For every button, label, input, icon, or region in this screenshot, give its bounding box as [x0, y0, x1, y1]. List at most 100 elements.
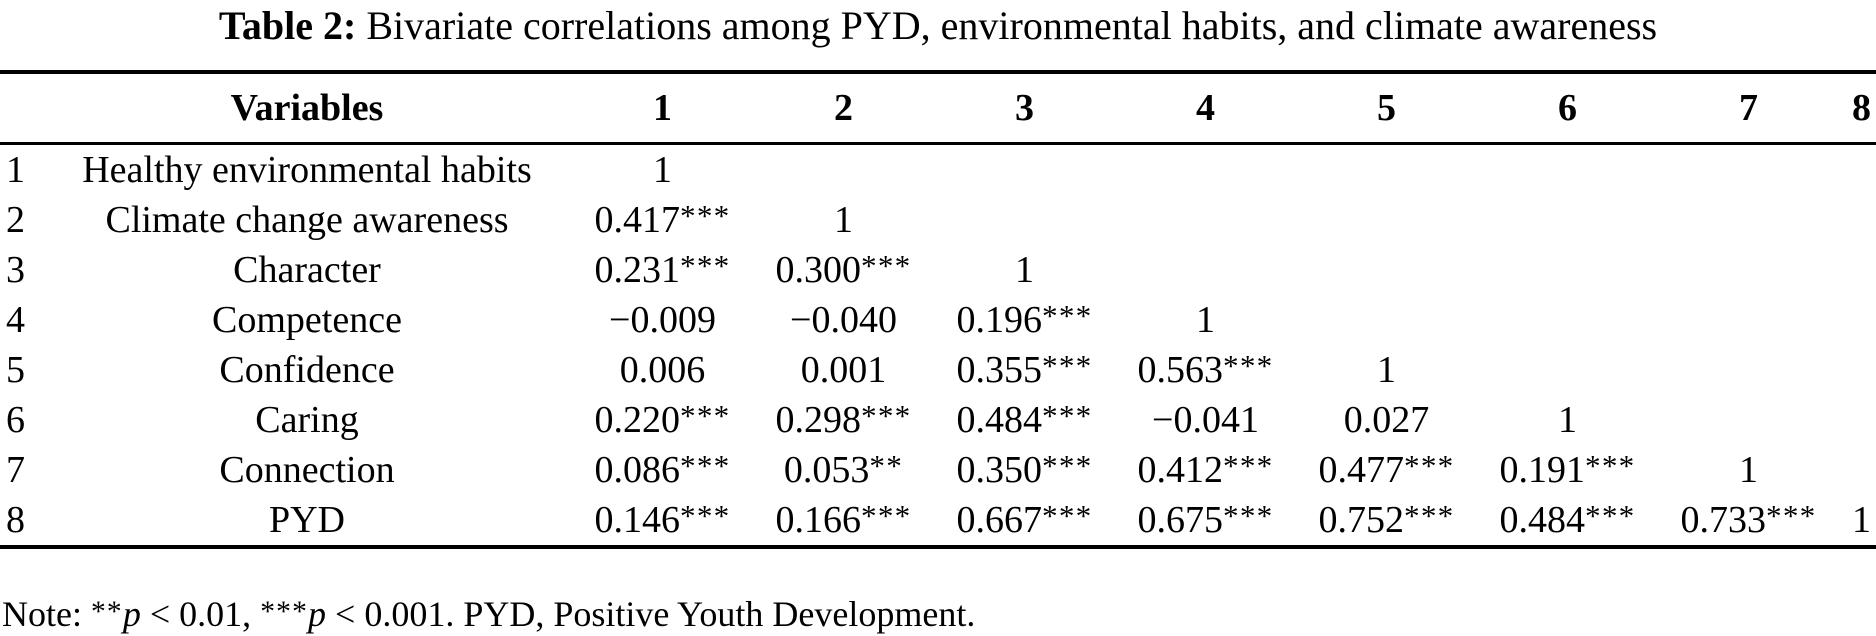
- significance-stars: ***: [1766, 498, 1817, 534]
- corr-cell-8-2: 0.166***: [775, 498, 912, 541]
- corr-cell-6-4: −0.041: [1152, 399, 1259, 441]
- corr-cell-6-6: 1: [1558, 399, 1577, 441]
- significance-stars: ***: [1404, 448, 1455, 484]
- corr-cell-7-8: [1839, 445, 1876, 495]
- row-number: 8: [6, 499, 25, 541]
- corr-cell-5-4: 0.563***: [1137, 348, 1274, 391]
- table-row-1: 1 Healthy environmental habits 1: [0, 144, 1876, 196]
- note-part: p: [308, 594, 327, 634]
- corr-cell-2-8: [1839, 195, 1876, 245]
- corr-cell-2-1: 0.417***: [594, 198, 731, 241]
- corr-cell-1-5: [1296, 144, 1477, 196]
- significance-stars: ***: [861, 498, 912, 534]
- significance-stars: ***: [1042, 348, 1093, 384]
- corr-cell-1-3: [934, 144, 1115, 196]
- corr-cell-3-3: 1: [1015, 249, 1034, 291]
- corr-cell-4-4: 1: [1196, 299, 1215, 341]
- variable-name: Healthy environmental habits: [82, 149, 532, 191]
- corr-cell-7-7: 1: [1739, 449, 1758, 491]
- row-number: 1: [6, 149, 25, 191]
- corr-cell-5-1: 0.006: [619, 349, 706, 391]
- corr-cell-4-1: −0.009: [609, 299, 716, 341]
- corr-cell-7-2: 0.053**: [783, 448, 904, 491]
- table-row-2: 2 Climate change awareness 0.417*** 1: [0, 195, 1876, 245]
- corr-cell-8-8: 1: [1852, 499, 1871, 541]
- significance-stars: ***: [1404, 498, 1455, 534]
- corr-cell-7-4: 0.412***: [1137, 448, 1274, 491]
- corr-cell-1-8: [1839, 144, 1876, 196]
- variable-name: Connection: [219, 449, 395, 491]
- note-part: < 0.01,: [140, 594, 261, 634]
- variable-name: Climate change awareness: [105, 199, 509, 241]
- corr-cell-7-1: 0.086***: [594, 448, 731, 491]
- significance-stars: ***: [680, 498, 731, 534]
- table-row-5: 5 Confidence 0.006 0.001 0.355*** 0.563*** 1: [0, 345, 1876, 395]
- variable-name: Caring: [255, 399, 359, 441]
- corr-cell-1-4: [1115, 144, 1296, 196]
- variable-name: Confidence: [219, 349, 395, 391]
- table-caption-label: Table 2:: [218, 3, 357, 48]
- header-col-8: 8: [1852, 87, 1871, 129]
- header-col-7: 7: [1739, 87, 1758, 129]
- corr-cell-3-6: [1477, 245, 1658, 295]
- variable-name: Character: [233, 249, 381, 291]
- corr-cell-4-5: [1296, 295, 1477, 345]
- corr-cell-8-1: 0.146***: [594, 498, 731, 541]
- corr-cell-2-4: [1115, 195, 1296, 245]
- corr-cell-5-2: 0.001: [800, 349, 887, 391]
- row-number: 2: [6, 199, 25, 241]
- corr-cell-5-8: [1839, 345, 1876, 395]
- significance-stars: ***: [680, 198, 731, 234]
- corr-cell-8-3: 0.667***: [956, 498, 1093, 541]
- significance-stars: ***: [861, 398, 912, 434]
- table-row-6: 6 Caring 0.220*** 0.298*** 0.484*** −0.041 0.0…: [0, 395, 1876, 445]
- corr-cell-6-7: [1658, 395, 1839, 445]
- corr-cell-3-5: [1296, 245, 1477, 295]
- note-part: p: [122, 594, 141, 634]
- header-col-6: 6: [1558, 87, 1577, 129]
- corr-cell-4-6: [1477, 295, 1658, 345]
- significance-stars: ***: [1042, 398, 1093, 434]
- corr-cell-5-7: [1658, 345, 1839, 395]
- corr-cell-3-4: [1115, 245, 1296, 295]
- corr-cell-2-5: [1296, 195, 1477, 245]
- header-blank-cell: [0, 72, 42, 144]
- header-col-2: 2: [834, 87, 853, 129]
- significance-stars: ***: [1585, 448, 1636, 484]
- row-number: 6: [6, 399, 25, 441]
- note-part: ***: [260, 595, 309, 628]
- table-caption: Table 2: Bivariate correlations among PYD…: [0, 2, 1876, 50]
- corr-cell-4-3: 0.196***: [956, 298, 1093, 341]
- header-col-4: 4: [1196, 87, 1215, 129]
- significance-stars: ***: [1585, 498, 1636, 534]
- table-caption-text: Bivariate correlations among PYD, enviro…: [366, 3, 1658, 48]
- significance-stars: ***: [680, 248, 731, 284]
- note-part: < 0.001. PYD, Positive Youth Development…: [326, 594, 976, 634]
- significance-stars: ***: [1042, 448, 1093, 484]
- table-row-4: 4 Competence −0.009 −0.040 0.196*** 1: [0, 295, 1876, 345]
- corr-cell-6-8: [1839, 395, 1876, 445]
- corr-cell-3-7: [1658, 245, 1839, 295]
- significance-stars: ***: [680, 448, 731, 484]
- corr-cell-2-3: [934, 195, 1115, 245]
- header-col-1: 1: [653, 87, 672, 129]
- row-number: 5: [6, 349, 25, 391]
- header-row: Variables 1 2 3 4 5 6 7 8: [0, 72, 1876, 144]
- variable-name: Competence: [212, 299, 402, 341]
- corr-cell-4-8: [1839, 295, 1876, 345]
- significance-stars: **: [869, 448, 904, 484]
- correlation-table: Variables 1 2 3 4 5 6 7 8 1 Healthy environmenta…: [0, 70, 1876, 549]
- corr-cell-3-8: [1839, 245, 1876, 295]
- table-row-8: 8 PYD 0.146*** 0.166*** 0.667*** 0.675*** 0.75…: [0, 495, 1876, 547]
- variable-name: PYD: [268, 499, 346, 541]
- corr-cell-2-6: [1477, 195, 1658, 245]
- table-row-7: 7 Connection 0.086*** 0.053** 0.350*** 0.412*…: [0, 445, 1876, 495]
- corr-cell-5-5: 1: [1377, 349, 1396, 391]
- corr-cell-1-7: [1658, 144, 1839, 196]
- significance-stars: ***: [680, 398, 731, 434]
- corr-cell-5-6: [1477, 345, 1658, 395]
- header-col-5: 5: [1377, 87, 1396, 129]
- corr-cell-4-7: [1658, 295, 1839, 345]
- corr-cell-6-5: 0.027: [1343, 399, 1430, 441]
- corr-cell-6-2: 0.298***: [775, 398, 912, 441]
